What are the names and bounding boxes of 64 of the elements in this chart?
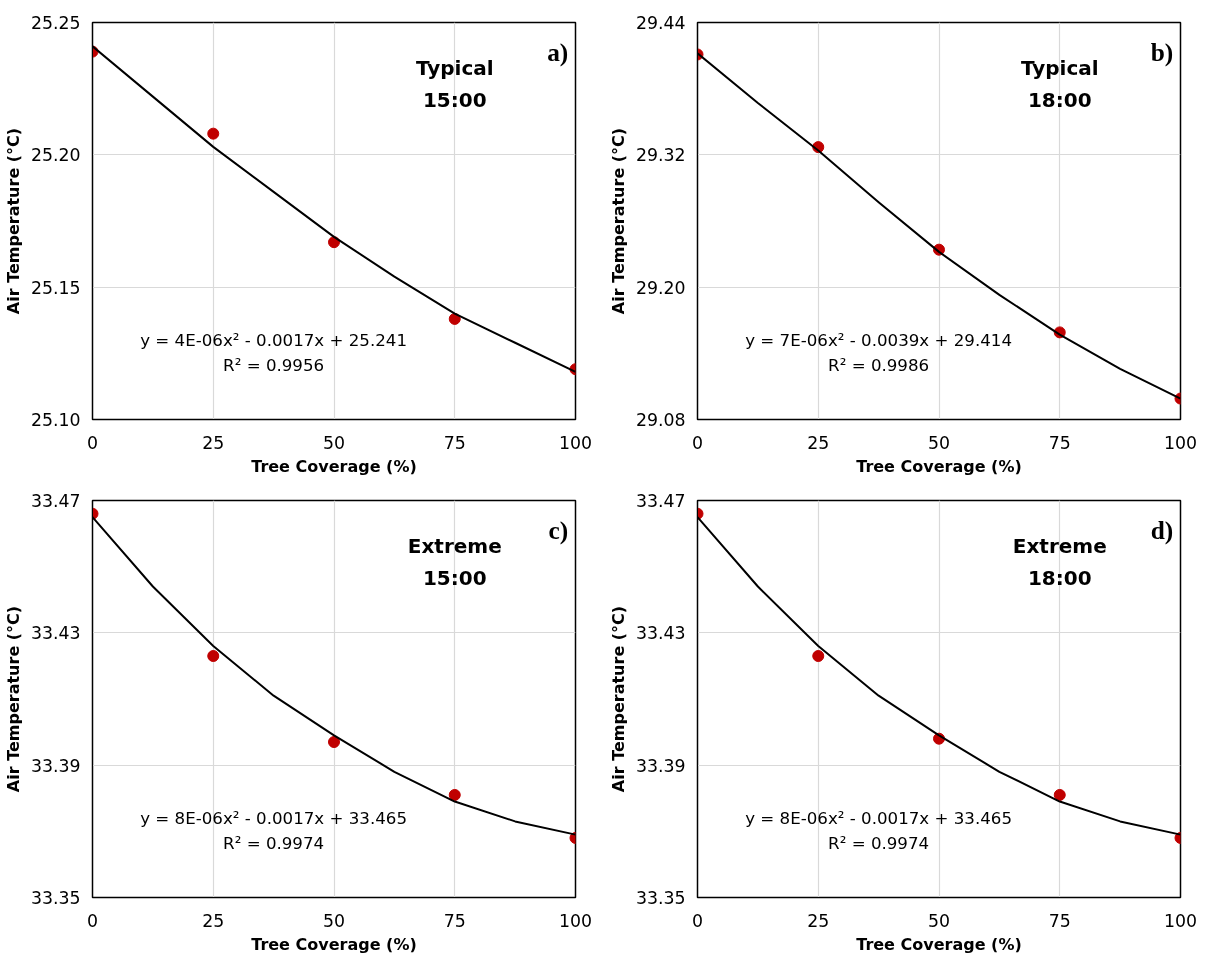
y-tick-label: 33.35: [30, 888, 81, 908]
x-tick-label: 25: [202, 432, 225, 453]
annotation: 18:00: [1027, 88, 1092, 112]
annotation: R² = 0.9974: [223, 834, 325, 854]
y-tick-label: 33.39: [635, 755, 686, 776]
x-tick-label: 50: [927, 432, 951, 453]
annotation: 15:00: [422, 566, 487, 591]
annotation: R² = 0.9974: [828, 834, 930, 854]
x-tick-label: 50: [927, 910, 951, 931]
y-tick-label: 25.15: [30, 277, 81, 298]
x-tick-label: 100: [558, 910, 593, 931]
annotation: y = 7E-06x² - 0.0039x + 29.414: [745, 330, 1013, 350]
x-tick-label: 75: [443, 910, 466, 931]
y-tick-label: 29.44: [635, 13, 686, 33]
y-tick-label: 33.43: [30, 623, 81, 644]
x-axis-title: Tree Coverage (%): [251, 456, 417, 476]
x-tick-label: 0: [86, 432, 99, 453]
annotation: y = 8E-06x² - 0.0017x + 33.465: [140, 808, 408, 828]
y-tick-label: 33.47: [635, 491, 686, 511]
annotation: 18:00: [1027, 566, 1092, 591]
x-tick-label: 0: [691, 432, 704, 453]
annotation: Extreme: [407, 534, 502, 559]
annotation: y = 8E-06x² - 0.0017x + 33.465: [745, 808, 1013, 828]
x-axis-title: Tree Coverage (%): [856, 934, 1022, 954]
x-tick-label: 25: [202, 910, 225, 931]
y-tick-label: 33.39: [30, 755, 81, 776]
x-tick-label: 25: [807, 432, 830, 453]
annotation: a): [547, 38, 569, 68]
x-axis-title: Tree Coverage (%): [251, 934, 417, 954]
y-tick-label: 29.20: [635, 277, 686, 298]
x-tick-label: 100: [1163, 432, 1198, 453]
annotation: c): [548, 516, 569, 546]
annotation: R² = 0.9986: [828, 356, 930, 376]
x-tick-label: 100: [1163, 910, 1198, 931]
annotation: R² = 0.9956: [223, 356, 325, 376]
x-axis-title: Tree Coverage (%): [856, 456, 1022, 476]
y-tick-label: 29.08: [635, 410, 686, 430]
x-tick-label: 25: [807, 910, 830, 931]
annotation: 15:00: [422, 88, 487, 112]
x-tick-label: 0: [86, 910, 99, 931]
y-axis-title: Air Temperature (°C): [3, 605, 23, 793]
annotation: b): [1150, 38, 1174, 68]
y-axis-title: Air Temperature (°C): [608, 605, 628, 793]
y-tick-label: 25.20: [30, 145, 81, 166]
x-tick-label: 50: [322, 432, 346, 453]
x-tick-label: 75: [1048, 910, 1071, 931]
x-tick-label: 75: [1048, 432, 1071, 453]
x-tick-label: 75: [443, 432, 466, 453]
annotation: Typical: [1020, 56, 1099, 81]
y-tick-label: 25.25: [30, 13, 81, 33]
y-axis-title: Air Temperature (°C): [3, 127, 23, 315]
x-tick-label: 50: [322, 910, 346, 931]
x-tick-label: 0: [691, 910, 704, 931]
annotation: Typical: [415, 56, 494, 81]
y-tick-label: 33.47: [30, 491, 81, 511]
annotation: Extreme: [1012, 534, 1107, 559]
y-axis-title: Air Temperature (°C): [608, 127, 628, 315]
y-tick-label: 29.32: [635, 145, 686, 166]
x-tick-label: 100: [558, 432, 593, 453]
y-tick-label: 33.43: [635, 623, 686, 644]
annotation: d): [1150, 516, 1174, 546]
y-tick-label: 33.35: [635, 888, 686, 908]
annotation: y = 4E-06x² - 0.0017x + 25.241: [140, 330, 408, 350]
y-tick-label: 25.10: [30, 410, 81, 430]
